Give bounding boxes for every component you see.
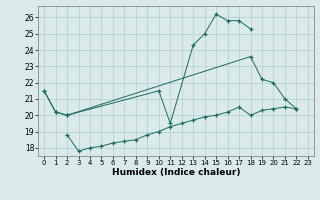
X-axis label: Humidex (Indice chaleur): Humidex (Indice chaleur) [112,168,240,177]
